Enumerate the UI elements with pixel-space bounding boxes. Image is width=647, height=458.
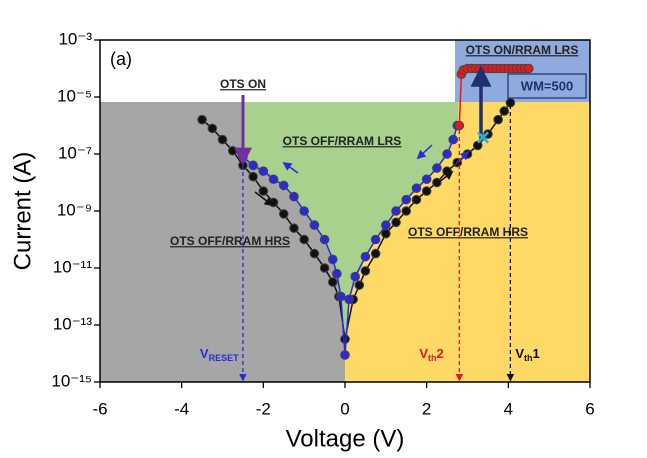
data-point [344,294,354,305]
data-point [370,248,381,259]
data-point [268,197,279,208]
voltage-marker-label: Vth1 [515,346,539,363]
sweep-arrow [282,161,299,174]
data-point [268,174,279,185]
data-point [411,194,422,205]
data-point [197,114,207,125]
data-point [432,177,442,188]
data-point [299,206,309,216]
data-point [309,220,320,230]
data-point [258,186,269,196]
marker-symbol: V [515,346,524,361]
voltage-marker-label: VRESET [200,346,239,363]
data-point [448,134,459,145]
marker-symbol: V [200,346,209,361]
data-point [432,163,442,173]
sweep-arrow [416,144,433,160]
data-point [319,234,330,245]
y-tick-label: 10⁻¹¹ [53,257,93,276]
data-point [360,266,371,276]
data-point [327,277,338,287]
data-point [523,63,534,74]
data-point [332,268,342,279]
data-point [309,248,320,259]
wm-box [507,73,587,99]
region-label: WM=500 [521,78,573,93]
region-label: OTS ON/RRAM LRS [466,43,579,57]
data-point [278,209,289,219]
data-point [381,220,391,230]
y-tick-label: 10⁻⁵ [57,86,92,105]
sweep-arrow [437,170,454,184]
data-point [493,114,503,125]
voltage-marker-label: Vth2 [419,346,443,363]
data-point [454,120,465,131]
data-point [340,334,350,344]
x-tick-label: 4 [504,399,513,418]
y-tick-label: 10⁻³ [58,29,92,48]
data-point [217,134,228,145]
data-point [248,160,258,171]
data-point [299,234,309,245]
data-point [207,123,218,134]
data-point [319,263,330,273]
data-point [483,129,493,139]
data-point [360,251,371,262]
y-axis-label: Current (A) [9,152,36,271]
data-point [278,180,289,191]
data-point [411,183,422,194]
data-point [401,194,412,205]
sweep-arrow [254,191,274,207]
marker-subscript: RESET [209,353,240,363]
marker-symbol: V [419,346,428,361]
data-point [289,223,299,233]
marker-suffix: 1 [533,346,540,361]
data-point [421,174,432,185]
data-point [370,234,381,245]
x-tick-label: -2 [256,399,271,418]
data-point [258,166,269,176]
region-green [243,102,458,355]
region-label: OTS OFF/RRAM LRS [283,134,402,148]
data-point [462,149,473,159]
data-point [327,254,338,265]
x-tick-label: -4 [174,399,189,418]
data-point [350,271,361,282]
data-point [499,106,510,116]
x-tick-label: 6 [585,399,594,418]
data-point [336,291,346,302]
y-tick-label: 10⁻¹³ [53,314,93,333]
y-tick-label: 10⁻¹⁵ [51,371,92,390]
region-label: OTS OFF/RRAM HRS [408,225,528,239]
panel-label: (a) [110,49,132,69]
data-point [391,206,401,216]
data-point [442,149,452,159]
data-point [381,228,391,239]
x-marker: × [476,124,490,151]
x-tick-label: 0 [340,399,349,418]
region-label: OTS ON [220,77,266,91]
x-tick-label: 2 [422,399,431,418]
x-axis-label: Voltage (V) [286,425,405,452]
y-tick-label: 10⁻⁷ [58,143,92,162]
data-point [401,206,412,216]
region-label: OTS OFF/RRAM HRS [170,234,290,248]
marker-subscript: th [428,353,437,363]
sweep-arrow [454,150,470,166]
data-point [248,171,258,182]
data-point [227,145,238,156]
data-point [472,140,483,151]
data-point [289,191,299,202]
data-point [354,280,365,290]
y-tick-label: 10⁻⁹ [57,200,92,219]
data-point [391,217,401,228]
marker-subscript: th [524,353,533,363]
data-point [421,186,432,196]
x-tick-label: -6 [92,399,107,418]
data-point [340,350,350,360]
marker-suffix: 2 [437,346,444,361]
